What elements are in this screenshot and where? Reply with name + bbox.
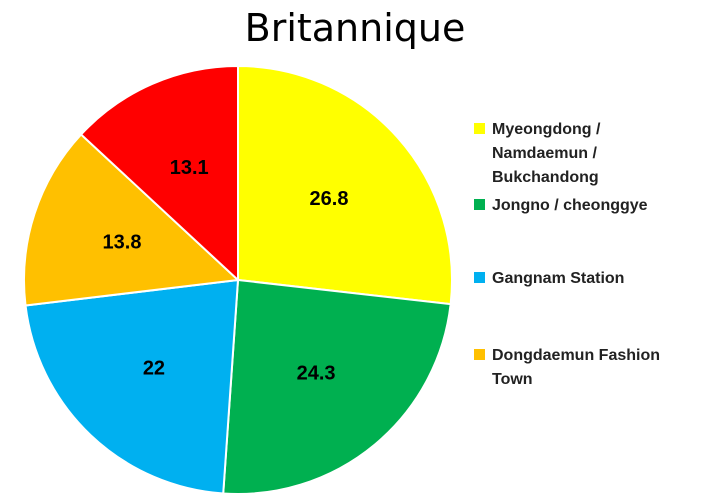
legend-label: Myeongdong / Namdaemun / Bukchandong xyxy=(492,121,601,186)
data-label-0: 26.8 xyxy=(310,188,349,210)
legend-swatch xyxy=(474,123,485,134)
legend-swatch xyxy=(474,349,485,360)
pie-slice-0 xyxy=(237,64,453,306)
pie-slice-3 xyxy=(23,133,241,307)
data-label-2: 22 xyxy=(143,357,165,379)
pie-slice-4 xyxy=(79,64,239,283)
pie-slice-1 xyxy=(222,278,452,495)
chart-title: Britannique xyxy=(244,6,466,50)
data-label-3: 13.8 xyxy=(103,231,142,253)
legend-label: Jongno / cheonggye xyxy=(492,197,648,214)
legend-label: Dongdaemun Fashion Town xyxy=(492,347,660,388)
pie-slice-2 xyxy=(24,278,240,495)
pie-data-labels: 26.8 24.3 22 13.8 13.1 xyxy=(103,157,349,385)
data-label-1: 24.3 xyxy=(297,363,336,385)
legend-label: Gangnam Station xyxy=(492,270,625,287)
legend-swatch xyxy=(474,272,485,283)
legend-swatch xyxy=(474,199,485,210)
data-label-4: 13.1 xyxy=(170,157,209,179)
pie-slices xyxy=(23,64,453,495)
